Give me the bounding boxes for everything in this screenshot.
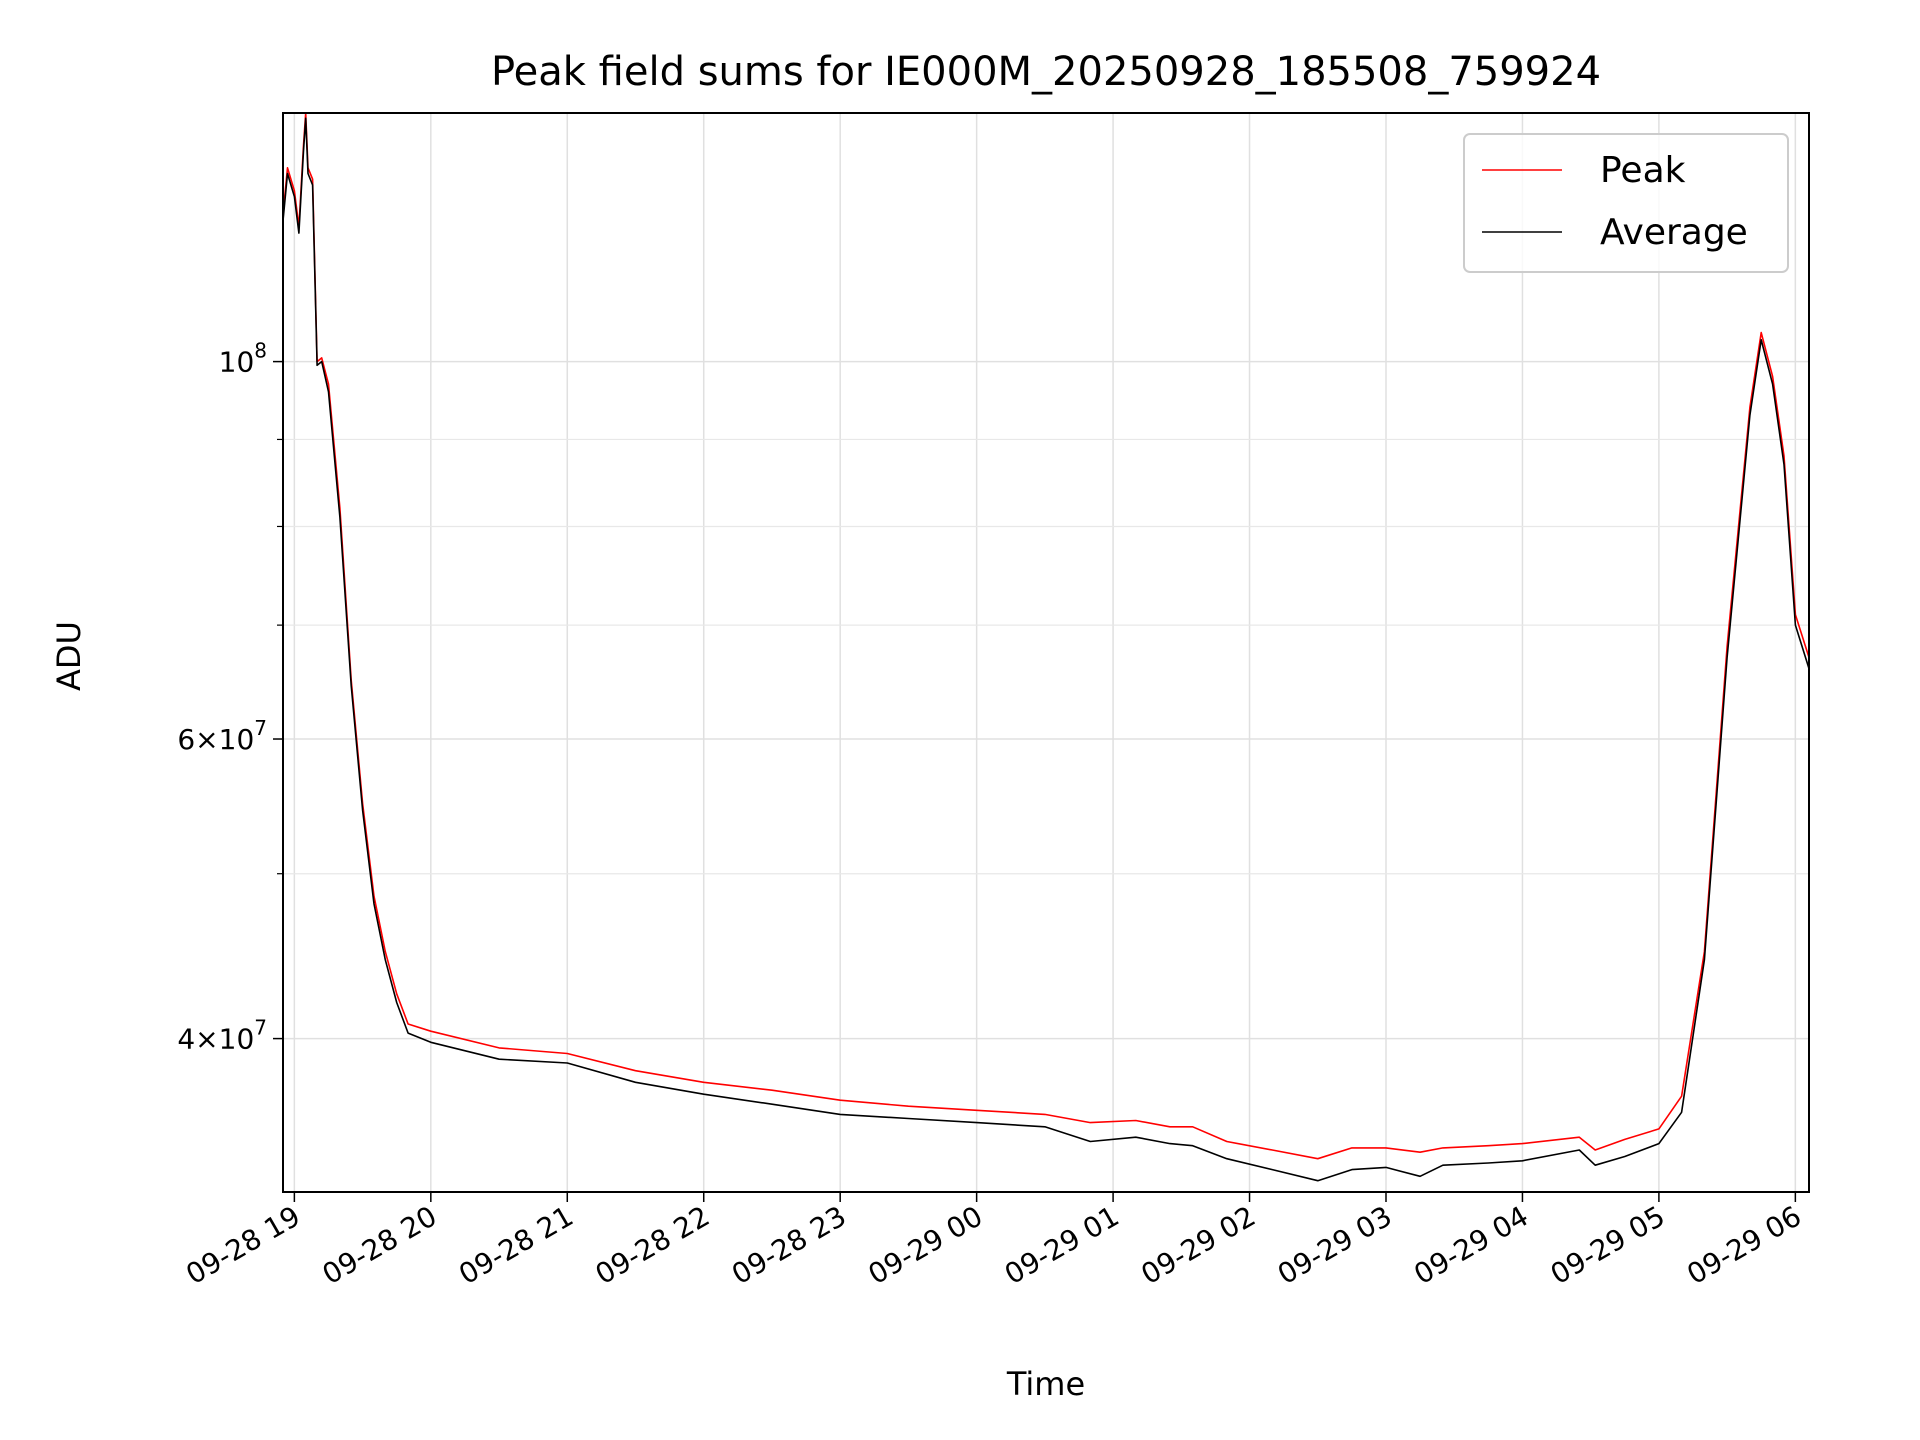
legend-label-average: Average: [1600, 212, 1748, 253]
x-axis-title: Time: [1006, 1365, 1085, 1403]
legend-frame: [1463, 133, 1789, 273]
grid: [283, 113, 1809, 1192]
series-line-peak: [282, 112, 1810, 1160]
y-axis-title: ADU: [50, 621, 88, 691]
y-tick-label: 6×107: [177, 716, 267, 756]
series-layer: [282, 112, 1810, 1182]
y-tick-label: 108: [219, 339, 267, 379]
legend-label-peak: Peak: [1600, 150, 1686, 191]
chart-title: Peak field sums for IE000M_20250928_1855…: [491, 49, 1601, 95]
series-line-average: [282, 117, 1810, 1182]
y-axis-ticks: 4×107 6×107 108: [177, 339, 283, 1056]
legend: Peak Average: [1463, 133, 1789, 273]
y-tick-label: 4×107: [177, 1016, 267, 1056]
plot-frame: [282, 112, 1810, 1193]
